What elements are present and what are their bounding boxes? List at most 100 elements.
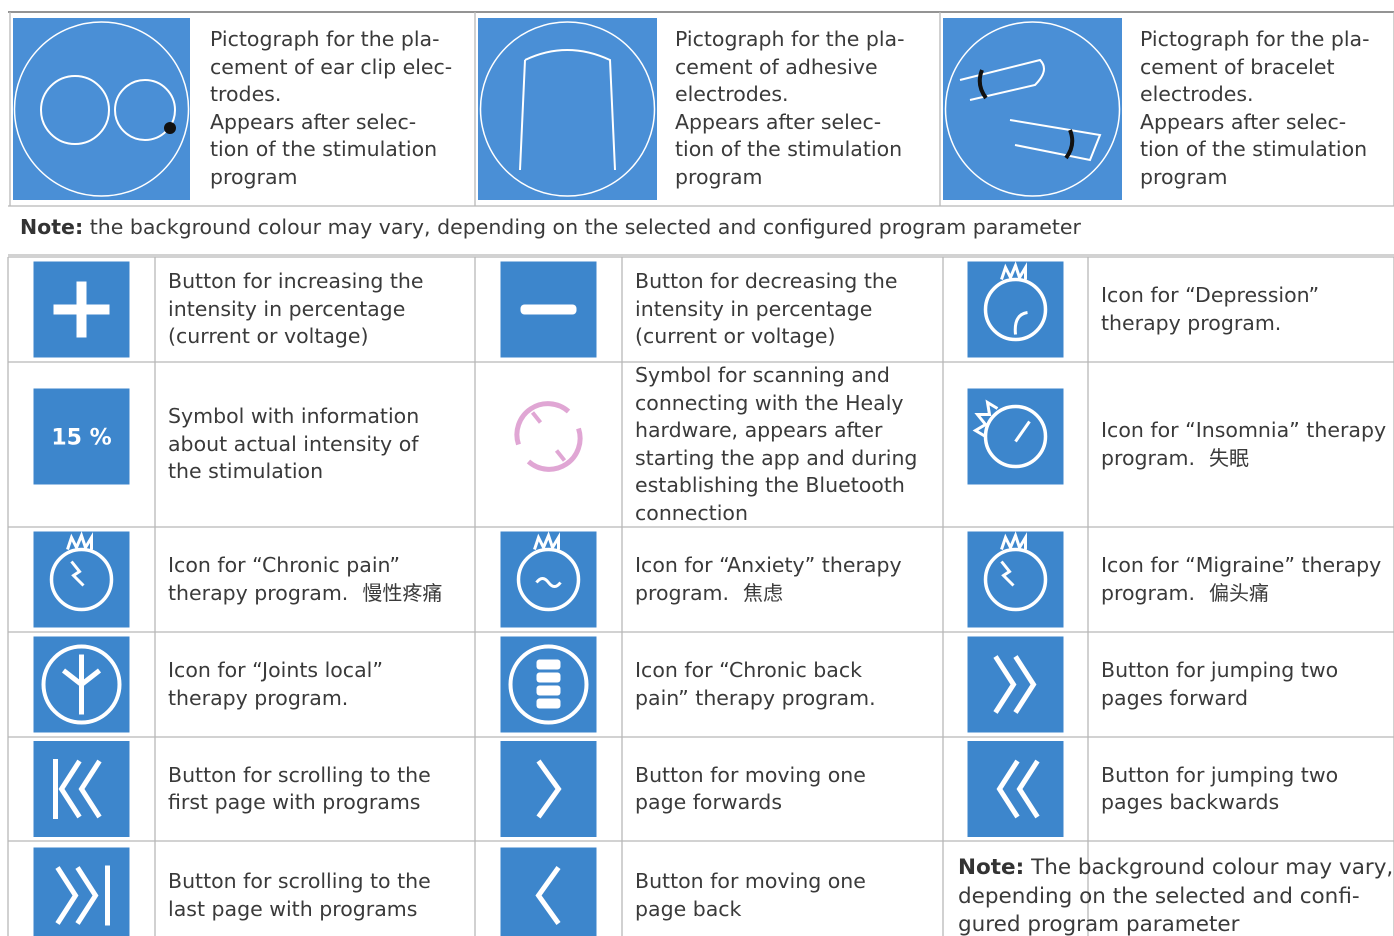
text-line: pages backwards [1101,790,1280,814]
annotation: 焦虑 [743,580,784,605]
text-line: about actual intensity of [168,431,419,456]
hair [972,399,999,438]
vertebra [536,672,561,683]
text-line: starting the app and during [635,445,918,470]
icon-button [500,741,597,837]
text-line: program. 焦虑 [635,580,784,605]
hand [959,58,1045,101]
text-line: program. 失眠 [1101,445,1250,470]
icon-button [967,261,1064,358]
text-line: Button for scrolling to the [168,762,431,787]
text-line: Icon for “Chronic pain” [168,553,401,577]
icon-button [33,388,130,485]
text-line: cement of ear clip elec- [210,54,453,79]
spine-ring [508,644,589,725]
description: Symbol for scanning and connecting with t… [635,364,942,525]
text-line: tion of the stimulation [675,137,903,161]
text-line: Icon for “Chronic back [635,658,862,682]
icon-button [33,531,130,628]
text-line: intensity in percentage [168,296,406,321]
joint [41,644,122,725]
pictograph-circle [479,21,656,197]
note-label: Note: [20,215,84,239]
description: Icon for “Insomnia” therapy program. 失眠 [1101,364,1393,525]
head [983,277,1048,342]
icon-button [500,636,597,733]
double-chevron [993,655,1037,714]
pictograph [13,18,190,200]
description: Button for moving one page forwards [635,739,942,839]
description: Button for jumping two pages backwards [1101,739,1393,839]
text-line: depending on the selected and confi- [958,883,1393,912]
pictograph [478,18,657,200]
text-line: tion of the stimulation [210,137,438,161]
text-line: page back [635,896,742,921]
text-line: Button for jumping two [1101,658,1339,682]
text-line: Note: The background colour may vary, [958,854,1393,883]
plus [53,304,110,315]
description: Pictograph for the pla-cement of bracele… [1140,26,1392,206]
text-line: Appears after selec- [675,109,882,134]
double-chevron [996,759,1040,819]
text-line: Icon for “Migraine” therapy [1101,553,1382,577]
annotation: 失眠 [1209,445,1250,470]
ear-clip [164,122,176,134]
note-label: Note: [958,855,1025,881]
pictograph [943,18,1122,200]
text-line: Button for moving one [635,869,866,893]
text-line: Button for decreasing the [635,269,898,294]
hair [66,531,93,552]
hand [1009,119,1102,162]
text-line: Icon for “Insomnia” therapy [1101,418,1387,442]
note-text: the background colour may vary, dependin… [89,215,1081,239]
description: Icon for “Chronic back pain” therapy prog… [635,634,942,735]
description: Icon for “Joints local” therapy program. [168,634,474,735]
text-line: (current or voltage) [168,324,369,349]
text-line: Button for increasing the [168,269,424,294]
vertebra [536,698,561,709]
text-line: electrodes. [1140,82,1254,106]
icon-button [33,847,130,936]
text-line: Button for jumping two [1101,762,1339,787]
chevron [536,759,562,819]
note-text: depending on the selected and confi- [958,883,1360,909]
text-line: therapy program. [1101,310,1282,335]
text-line: establishing the Bluetooth [635,473,905,497]
last [55,865,110,926]
description: Icon for “Chronic pain” therapy program. 慢… [168,529,474,630]
text-line: Appears after selec- [210,109,417,134]
text-line: the stimulation [168,459,324,484]
text-line: Pictograph for the pla- [1140,27,1370,51]
text-line: Button for scrolling to the [168,869,431,893]
text-line: intensity in percentage [635,296,873,321]
vertebra [536,685,561,696]
icon-text: 15 % [51,426,111,451]
refresh [514,401,583,472]
text-line: Icon for “Joints local” [168,658,383,682]
note-text: gured program parameter [958,912,1240,936]
text-line: pages forward [1101,685,1248,710]
chevron [535,866,561,925]
description: Symbol with information about actual inte… [168,364,474,525]
description: Pictograph for the pla-cement of adhesiv… [675,26,938,206]
needle [1014,420,1031,443]
text-line: Pictograph for the pla- [675,27,905,51]
description: Button for jumping two pages forward [1101,634,1393,735]
text-line: (current or voltage) [635,324,836,349]
refresh-arrow [530,411,567,462]
text-line: Icon for “Depression” [1101,283,1320,307]
hair [1000,261,1027,282]
text-line: tion of the stimulation [1140,137,1368,161]
text-line: cement of adhesive [675,54,878,79]
icon-button [500,847,597,936]
text-line: connecting with the Healy [635,390,904,415]
text-line: program [210,164,298,189]
text-line: therapy program. 慢性疼痛 [168,580,443,605]
minus [520,304,577,315]
text-line: program [1140,164,1228,189]
text-line: Pictograph for the pla- [210,27,440,51]
vertebra [536,659,561,670]
head [983,547,1048,612]
note-text: The background colour may vary, [1031,855,1393,881]
